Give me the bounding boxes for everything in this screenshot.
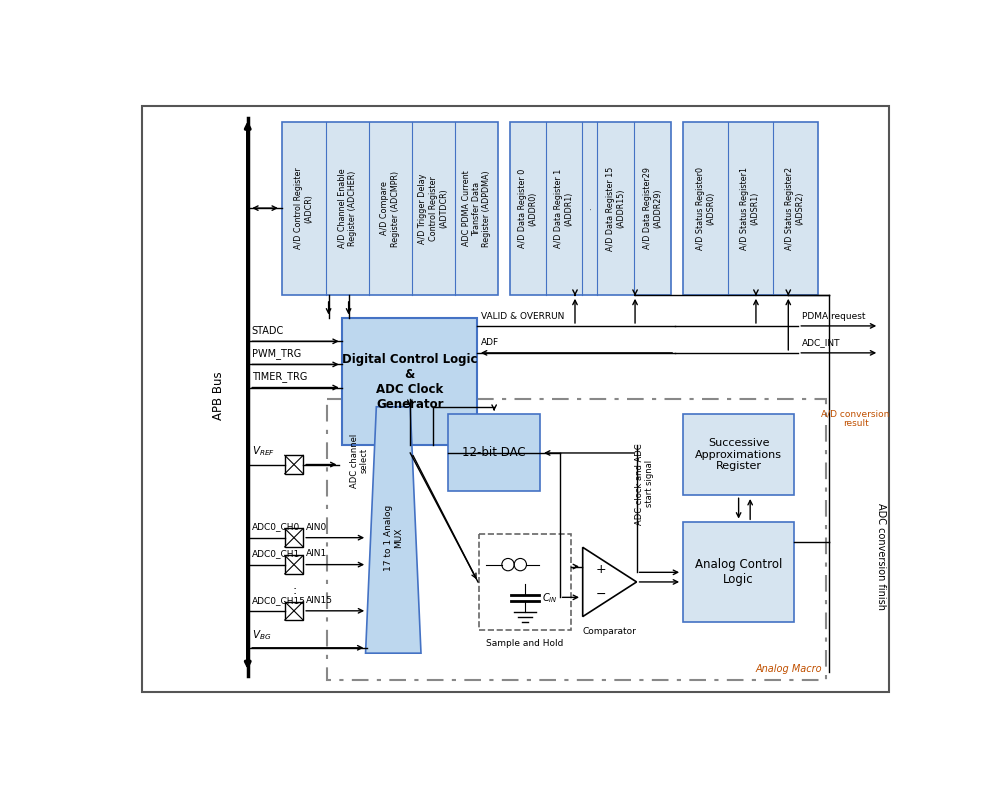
Text: ADC_INT: ADC_INT — [803, 339, 841, 347]
Bar — [285, 602, 303, 620]
Text: ADC0_CH15: ADC0_CH15 — [252, 596, 305, 604]
Bar — [448, 414, 541, 491]
Text: A/D Data Register29
(ADDR29): A/D Data Register29 (ADDR29) — [643, 168, 663, 249]
Bar — [282, 122, 498, 295]
Bar — [285, 528, 303, 547]
Text: ADC0_CH1: ADC0_CH1 — [252, 550, 300, 558]
Text: :: : — [292, 584, 297, 596]
Text: ADC0_CH0: ADC0_CH0 — [252, 523, 300, 532]
Bar — [510, 122, 672, 295]
Text: A/D Data Register 0
(ADDR0): A/D Data Register 0 (ADDR0) — [518, 168, 538, 248]
Bar — [327, 399, 826, 680]
Bar — [478, 534, 571, 630]
Text: Analog Control
Logic: Analog Control Logic — [695, 558, 782, 586]
Text: PWM_TRG: PWM_TRG — [252, 348, 301, 359]
Text: Successive
Approximations
Register: Successive Approximations Register — [695, 438, 782, 471]
Text: A/D Data Register 1
(ADDR1): A/D Data Register 1 (ADDR1) — [554, 168, 574, 248]
Text: PDMA request: PDMA request — [803, 312, 866, 320]
Text: TIMER_TRG: TIMER_TRG — [252, 371, 307, 382]
Text: STADC: STADC — [252, 326, 284, 336]
Text: 12-bit DAC: 12-bit DAC — [462, 446, 526, 460]
Text: $C_{IN}$: $C_{IN}$ — [542, 591, 558, 604]
Text: Digital Control Logic
&
ADC Clock
Generator: Digital Control Logic & ADC Clock Genera… — [342, 353, 477, 411]
Text: VALID & OVERRUN: VALID & OVERRUN — [481, 312, 565, 320]
Text: ADF: ADF — [481, 339, 499, 347]
Text: Sample and Hold: Sample and Hold — [486, 639, 564, 649]
Text: +: + — [595, 563, 606, 576]
Text: AIN15: AIN15 — [306, 596, 333, 604]
Text: ADC channel
select: ADC channel select — [349, 433, 370, 488]
Text: APB Bus: APB Bus — [212, 371, 225, 419]
Text: ADC conversion finish: ADC conversion finish — [876, 503, 886, 611]
Bar — [285, 555, 303, 573]
Text: A/D conversion
result: A/D conversion result — [822, 409, 890, 429]
Text: A/D Status Register0
(ADSR0): A/D Status Register0 (ADSR0) — [696, 167, 715, 250]
Text: −: − — [595, 588, 606, 601]
Text: A/D Channel Enable
Register (ADCHER): A/D Channel Enable Register (ADCHER) — [337, 168, 356, 248]
Bar — [683, 522, 795, 623]
Polygon shape — [583, 547, 636, 617]
Bar — [285, 456, 303, 474]
Text: A/D Status Register1
(ADSR1): A/D Status Register1 (ADSR1) — [740, 167, 760, 250]
Bar — [683, 122, 818, 295]
Bar — [342, 318, 477, 445]
Text: .: . — [585, 202, 594, 214]
Text: ADC clock and ADC
start signal: ADC clock and ADC start signal — [634, 443, 654, 524]
Text: A/D Trigger Delay
Control Register
(ADTDCR): A/D Trigger Delay Control Register (ADTD… — [419, 173, 448, 244]
Polygon shape — [366, 407, 421, 653]
Text: $V_{REF}$: $V_{REF}$ — [252, 445, 275, 458]
Text: Comparator: Comparator — [583, 627, 636, 637]
Text: ADC PDMA Current
Transfer Data
Register (ADPDMA): ADC PDMA Current Transfer Data Register … — [461, 170, 491, 247]
Text: $V_{BG}$: $V_{BG}$ — [252, 628, 271, 642]
Text: AIN1: AIN1 — [306, 550, 327, 558]
Text: A/D Control Register
(ADCR): A/D Control Register (ADCR) — [294, 168, 313, 249]
Text: AIN0: AIN0 — [306, 523, 327, 532]
Text: 17 to 1 Analog
MUX: 17 to 1 Analog MUX — [384, 505, 403, 571]
Text: A/D Status Register2
(ADSR2): A/D Status Register2 (ADSR2) — [785, 167, 805, 250]
Text: Analog Macro: Analog Macro — [755, 664, 822, 674]
Text: A/D Data Register 15
(ADDR15): A/D Data Register 15 (ADDR15) — [606, 166, 625, 251]
Text: A/D Compare
Register (ADCMPR): A/D Compare Register (ADCMPR) — [381, 170, 400, 247]
Bar — [683, 414, 795, 495]
